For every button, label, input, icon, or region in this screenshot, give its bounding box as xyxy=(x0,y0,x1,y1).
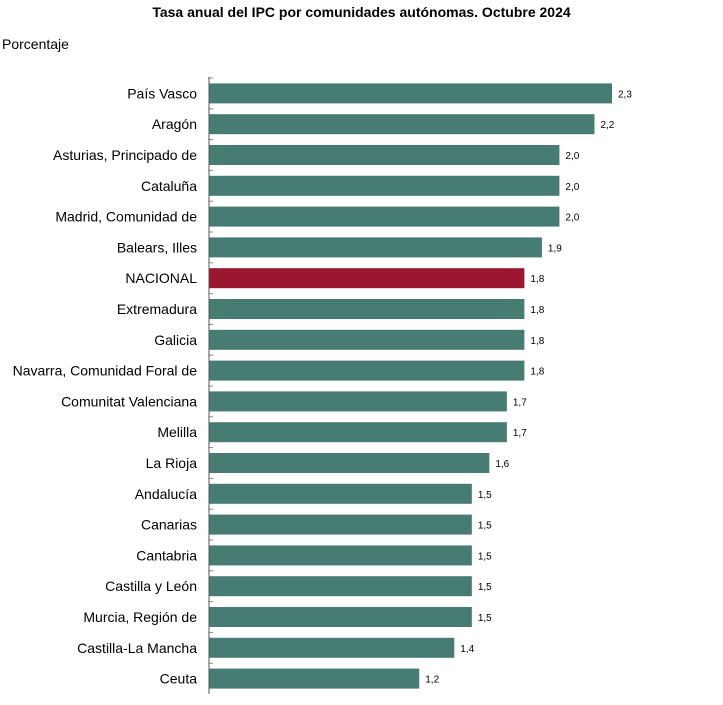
category-label: Balears, Illes xyxy=(117,239,197,255)
category-label: Canarias xyxy=(141,517,197,533)
category-label: Navarra, Comunidad Foral de xyxy=(13,363,198,379)
bar-6 xyxy=(209,268,525,289)
bar-15 xyxy=(209,545,472,566)
category-label: Madrid, Comunidad de xyxy=(55,209,197,225)
value-label: 1,8 xyxy=(530,336,544,347)
bar-0 xyxy=(209,83,612,104)
category-label: Aragón xyxy=(152,116,197,132)
units-label: Porcentaje xyxy=(2,36,69,52)
bar-11 xyxy=(209,422,507,443)
value-label: 1,9 xyxy=(548,243,562,254)
category-label: País Vasco xyxy=(127,85,197,101)
chart-title: Tasa anual del IPC por comunidades autón… xyxy=(152,4,571,20)
category-label: Galicia xyxy=(154,332,197,348)
bar-5 xyxy=(209,237,542,258)
value-label: 1,5 xyxy=(478,490,492,501)
category-label: Andalucía xyxy=(135,486,197,502)
value-label: 1,4 xyxy=(460,644,474,655)
value-label: 1,8 xyxy=(530,367,544,378)
bar-2 xyxy=(209,145,560,165)
category-label: Cantabria xyxy=(136,547,197,563)
category-label: Comunitat Valenciana xyxy=(61,393,197,409)
bar-13 xyxy=(209,483,472,504)
value-label: 2,0 xyxy=(565,213,579,224)
category-label: Murcia, Región de xyxy=(83,609,197,625)
value-label: 1,5 xyxy=(478,521,492,532)
value-label: 1,7 xyxy=(513,428,527,439)
bar-18 xyxy=(209,637,455,658)
value-label: 2,0 xyxy=(565,182,579,193)
value-label: 1,8 xyxy=(530,274,544,285)
bar-12 xyxy=(209,453,490,473)
value-label: 2,2 xyxy=(600,120,614,131)
bar-1 xyxy=(209,114,595,135)
category-label: Ceuta xyxy=(160,671,198,687)
category-label: NACIONAL xyxy=(125,270,197,286)
value-label: 1,6 xyxy=(495,459,509,470)
bar-7 xyxy=(209,299,525,319)
bar-8 xyxy=(209,329,525,350)
value-label: 2,3 xyxy=(618,89,632,100)
bar-4 xyxy=(209,206,560,227)
value-label: 1,2 xyxy=(425,675,439,686)
bar-17 xyxy=(209,607,472,627)
value-label: 1,8 xyxy=(530,305,544,316)
value-label: 2,0 xyxy=(565,151,579,162)
category-label: Castilla y León xyxy=(105,578,197,594)
value-label: 1,5 xyxy=(478,551,492,562)
bar-9 xyxy=(209,360,525,381)
bar-16 xyxy=(209,576,472,597)
value-label: 1,5 xyxy=(478,582,492,593)
bar-3 xyxy=(209,175,560,196)
category-label: Asturias, Principado de xyxy=(53,147,197,163)
bar-19 xyxy=(209,668,420,689)
category-label: Castilla-La Mancha xyxy=(77,640,197,656)
value-label: 1,7 xyxy=(513,397,527,408)
category-label: Melilla xyxy=(157,424,197,440)
bar-14 xyxy=(209,514,472,535)
category-label: Extremadura xyxy=(117,301,197,317)
bar-10 xyxy=(209,391,507,412)
bars-layer: País Vasco 2,3 Aragón 2,2 Asturias, Principa… xyxy=(13,83,632,689)
value-label: 1,5 xyxy=(478,613,492,624)
category-label: La Rioja xyxy=(146,455,198,471)
category-label: Cataluña xyxy=(141,178,197,194)
